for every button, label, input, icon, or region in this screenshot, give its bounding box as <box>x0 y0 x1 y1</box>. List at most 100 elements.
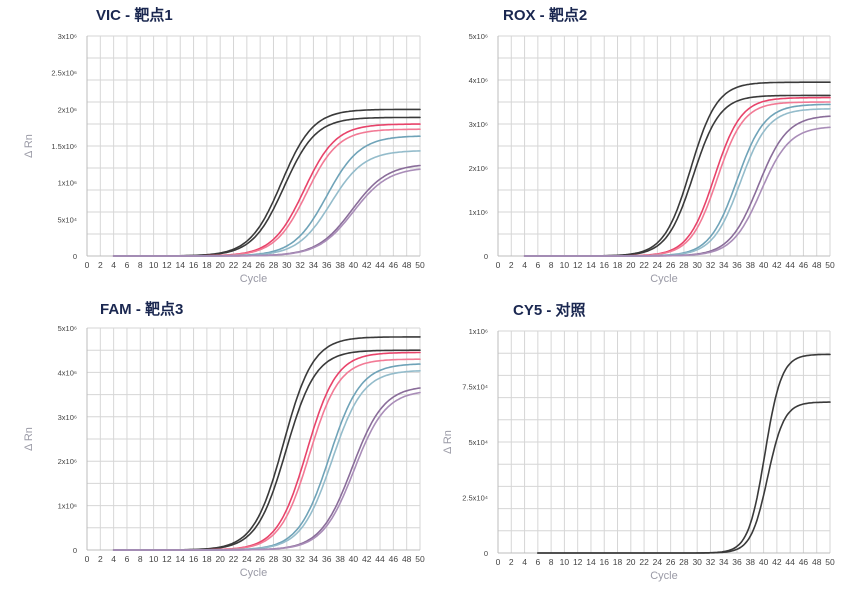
x-tick-label: 20 <box>626 260 636 270</box>
x-tick-label: 10 <box>149 260 159 270</box>
x-tick-label: 8 <box>549 260 554 270</box>
x-tick-label: 18 <box>613 260 623 270</box>
x-axis-label: Cycle <box>240 567 268 579</box>
x-tick-label: 38 <box>335 554 345 564</box>
x-tick-label: 42 <box>772 557 782 567</box>
amplification-curve <box>112 128 421 257</box>
x-tick-label: 30 <box>692 260 702 270</box>
chart-title: CY5 - 对照 <box>513 301 586 319</box>
y-tick-label: 7.5x10⁴ <box>462 383 488 392</box>
amplification-curve <box>112 370 421 551</box>
grid <box>86 327 421 550</box>
series-group <box>112 108 421 257</box>
x-tick-label: 40 <box>759 557 769 567</box>
amplification-curve <box>112 349 421 551</box>
amplification-curve <box>112 150 421 257</box>
x-tick-label: 10 <box>149 554 159 564</box>
amplification-curve <box>112 135 421 257</box>
amplification-curve <box>112 336 421 551</box>
y-tick-label: 3x10⁶ <box>469 120 488 129</box>
x-tick-label: 28 <box>269 260 279 270</box>
y-tick-label: 0 <box>73 252 77 261</box>
chart-cy5-control: CY5 - 对照0 2 4 6 8 10 12 14 16 18 20 22 24 26 28 30 32 34 3… <box>442 301 835 582</box>
x-tick-label: 18 <box>613 557 623 567</box>
x-tick-label: 22 <box>229 554 239 564</box>
y-tick-label: 2x10⁶ <box>58 105 77 114</box>
chart-panel-fam: FAM - 靶点3 0 2 4 6 8 10 12 14 16 18 20 22 24 26 28 30 32 34… <box>0 295 433 591</box>
x-tick-label: 46 <box>799 557 809 567</box>
x-tick-label: 2 <box>98 260 103 270</box>
x-tick-label: 34 <box>309 260 319 270</box>
x-tick-label: 22 <box>639 260 649 270</box>
y-axis-label: Δ Rn <box>442 430 454 454</box>
x-tick-label: 38 <box>335 260 345 270</box>
x-axis-label: Cycle <box>650 273 678 285</box>
x-tick-label: 24 <box>653 557 663 567</box>
x-tick-label: 26 <box>255 260 265 270</box>
chart-title: FAM - 靶点3 <box>100 300 183 318</box>
chart-panel-rox: ROX - 靶点2 0 2 4 6 8 10 12 14 16 18 20 22 24 26 28 30 32 34… <box>433 0 866 295</box>
y-axis-label: Δ Rn <box>23 134 35 158</box>
x-tick-label: 18 <box>202 260 212 270</box>
amplification-curve <box>523 126 831 257</box>
y-tick-label: 2x10⁶ <box>58 457 77 466</box>
x-tick-label: 42 <box>772 260 782 270</box>
y-tick-label: 1x10⁶ <box>58 502 77 511</box>
x-tick-label: 36 <box>322 554 332 564</box>
x-tick-label: 44 <box>785 260 795 270</box>
chart-title: ROX - 靶点2 <box>503 6 587 24</box>
x-tick-label: 16 <box>600 260 610 270</box>
y-tick-label: 0 <box>484 252 488 261</box>
x-tick-label: 14 <box>586 260 596 270</box>
x-tick-label: 36 <box>732 260 742 270</box>
x-tick-label: 24 <box>242 260 252 270</box>
x-tick-label: 10 <box>560 260 570 270</box>
x-tick-label: 48 <box>402 554 412 564</box>
x-tick-label: 16 <box>600 557 610 567</box>
x-tick-label: 20 <box>215 554 225 564</box>
x-tick-label: 36 <box>732 557 742 567</box>
x-tick-label: 26 <box>255 554 265 564</box>
x-tick-label: 0 <box>85 554 90 564</box>
x-tick-label: 12 <box>162 260 172 270</box>
x-tick-label: 8 <box>549 557 554 567</box>
x-tick-label: 32 <box>706 260 716 270</box>
x-tick-label: 50 <box>825 557 835 567</box>
x-tick-label: 2 <box>509 557 514 567</box>
x-tick-label: 10 <box>560 557 570 567</box>
x-tick-label: 50 <box>825 260 835 270</box>
x-tick-label: 22 <box>229 260 239 270</box>
amplification-curve <box>523 101 831 257</box>
x-tick-label: 42 <box>362 260 372 270</box>
x-tick-label: 36 <box>322 260 332 270</box>
x-tick-label: 32 <box>295 260 305 270</box>
x-tick-label: 46 <box>389 260 399 270</box>
x-tick-label: 26 <box>666 557 676 567</box>
x-axis-label: Cycle <box>240 273 268 285</box>
y-tick-label: 1x10⁶ <box>469 327 488 336</box>
x-tick-label: 22 <box>639 557 649 567</box>
y-tick-label: 2x10⁶ <box>469 164 488 173</box>
x-tick-label: 30 <box>282 554 292 564</box>
amplification-curve <box>523 94 831 257</box>
x-tick-label: 38 <box>746 557 756 567</box>
x-tick-label: 40 <box>349 260 359 270</box>
x-tick-label: 30 <box>282 260 292 270</box>
amplification-curve <box>112 387 421 551</box>
chart-panel-vic: VIC - 靶点1 0 2 4 6 8 10 12 14 16 18 20 22 24 26 28 30 32 34… <box>0 0 433 295</box>
x-tick-label: 32 <box>295 554 305 564</box>
x-tick-label: 14 <box>586 557 596 567</box>
y-tick-label: 5x10⁶ <box>469 32 488 41</box>
y-tick-label: 3x10⁶ <box>58 413 77 422</box>
amplification-curve <box>537 401 831 554</box>
x-tick-label: 50 <box>415 260 425 270</box>
x-tick-label: 42 <box>362 554 372 564</box>
y-tick-label: 3x10⁶ <box>58 32 77 41</box>
x-tick-label: 20 <box>626 557 636 567</box>
series-group <box>537 353 831 554</box>
y-tick-label: 0 <box>484 549 488 558</box>
amplification-curve <box>523 115 831 257</box>
